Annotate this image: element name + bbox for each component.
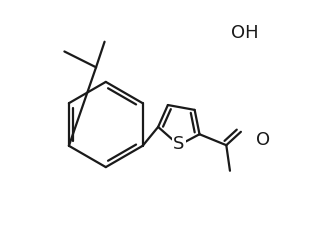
Text: OH: OH <box>231 24 259 42</box>
Text: O: O <box>256 131 270 149</box>
Text: S: S <box>173 135 185 153</box>
